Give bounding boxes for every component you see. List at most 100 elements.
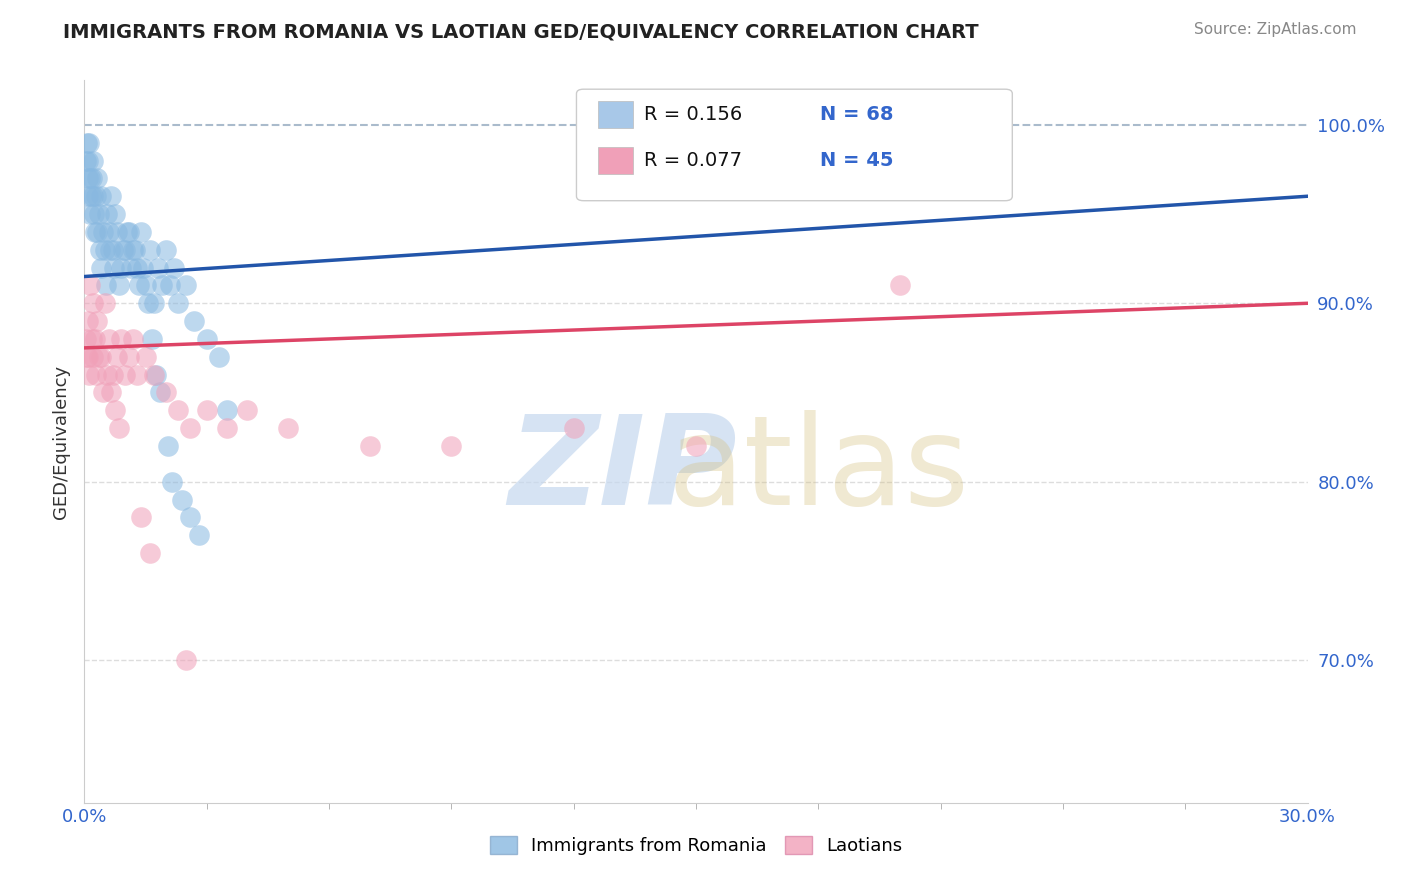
Point (77, 136, 100, 150)
Point (131, 510, 153, 524)
Point (77, 350, 100, 364)
Point (155, 385, 177, 400)
Point (100, 189, 122, 203)
Point (172, 492, 194, 507)
Point (90, 189, 112, 203)
Point (108, 278, 131, 293)
Point (562, 421, 585, 435)
Point (156, 439, 179, 453)
Point (89, 243, 111, 257)
Point (174, 653, 197, 667)
Point (217, 403, 239, 417)
Point (101, 243, 124, 257)
Point (96, 207, 118, 221)
Point (127, 368, 149, 382)
Point (138, 243, 160, 257)
Point (80, 171, 103, 186)
Point (79, 278, 101, 293)
Point (149, 385, 172, 400)
Point (91, 225, 114, 239)
Point (75, 332, 97, 346)
Point (79, 171, 101, 186)
Point (87, 350, 110, 364)
Legend: Immigrants from Romania, Laotians: Immigrants from Romania, Laotians (482, 829, 910, 863)
Point (150, 278, 173, 293)
Point (142, 368, 165, 382)
Point (195, 403, 218, 417)
Point (187, 528, 209, 542)
Point (155, 243, 177, 257)
Text: R = 0.156: R = 0.156 (644, 104, 742, 124)
Point (76, 171, 98, 186)
Point (174, 278, 197, 293)
Point (79, 207, 101, 221)
Point (91, 385, 114, 400)
Text: Source: ZipAtlas.com: Source: ZipAtlas.com (1194, 22, 1357, 37)
Point (135, 278, 157, 293)
Point (97, 225, 120, 239)
Point (110, 332, 132, 346)
Point (96, 368, 118, 382)
Point (136, 296, 159, 310)
Point (685, 439, 707, 453)
Point (105, 225, 128, 239)
Text: N = 45: N = 45 (820, 152, 893, 170)
Point (76, 136, 98, 150)
Point (889, 278, 911, 293)
Point (86, 171, 108, 186)
Point (101, 368, 124, 382)
Point (167, 296, 190, 310)
Text: atlas: atlas (668, 410, 969, 531)
Point (160, 475, 183, 489)
Point (87, 207, 110, 221)
Point (128, 278, 150, 293)
Point (138, 546, 160, 560)
Point (76, 314, 98, 328)
Point (86, 225, 108, 239)
Point (82, 189, 104, 203)
Point (440, 439, 463, 453)
Point (105, 350, 128, 364)
Point (359, 439, 381, 453)
Point (120, 260, 142, 275)
Point (131, 225, 153, 239)
Point (135, 350, 157, 364)
Point (100, 385, 122, 400)
Point (118, 225, 141, 239)
Point (84, 368, 107, 382)
Point (80, 332, 103, 346)
Point (77, 368, 100, 382)
Point (114, 368, 136, 382)
Point (163, 260, 186, 275)
Point (112, 243, 135, 257)
Point (141, 332, 163, 346)
Point (122, 332, 145, 346)
Point (77, 189, 100, 203)
Point (82, 350, 104, 364)
Text: N = 68: N = 68 (820, 104, 893, 124)
Point (132, 260, 155, 275)
Point (103, 260, 125, 275)
Point (75, 153, 97, 168)
Point (159, 278, 181, 293)
Point (110, 260, 132, 275)
Point (83, 207, 105, 221)
Point (179, 421, 201, 435)
Point (114, 243, 136, 257)
Point (104, 207, 127, 221)
Point (195, 332, 218, 346)
Point (77, 153, 100, 168)
Point (124, 243, 146, 257)
Text: IMMIGRANTS FROM ROMANIA VS LAOTIAN GED/EQUIVALENCY CORRELATION CHART: IMMIGRANTS FROM ROMANIA VS LAOTIAN GED/E… (63, 22, 979, 41)
Y-axis label: GED/Equivalency: GED/Equivalency (52, 365, 70, 518)
Point (127, 260, 149, 275)
Point (94, 278, 117, 293)
Point (83, 225, 105, 239)
Point (97, 332, 120, 346)
Point (93, 243, 115, 257)
Point (208, 350, 231, 364)
Point (76, 350, 98, 364)
Point (277, 421, 299, 435)
Point (98, 243, 121, 257)
Point (146, 260, 169, 275)
